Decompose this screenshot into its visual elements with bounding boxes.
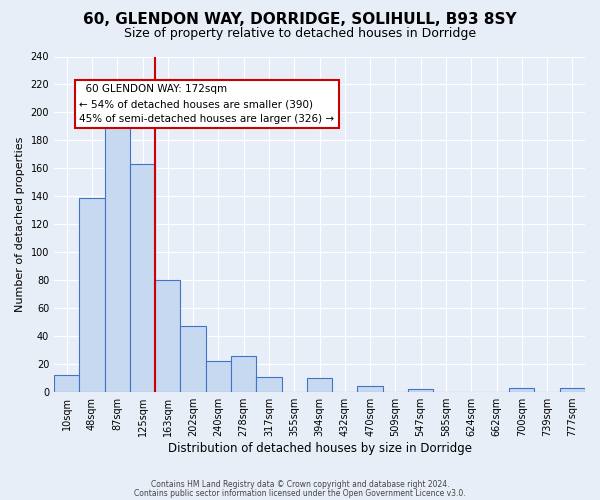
Bar xyxy=(155,280,181,392)
Bar xyxy=(307,378,332,392)
Text: 60, GLENDON WAY, DORRIDGE, SOLIHULL, B93 8SY: 60, GLENDON WAY, DORRIDGE, SOLIHULL, B93… xyxy=(83,12,517,28)
Text: 60 GLENDON WAY: 172sqm  
← 54% of detached houses are smaller (390)
45% of semi-: 60 GLENDON WAY: 172sqm ← 54% of detached… xyxy=(79,84,334,124)
Bar xyxy=(104,116,130,392)
Bar xyxy=(509,388,535,392)
Bar xyxy=(130,164,155,392)
Bar xyxy=(206,362,231,392)
Bar xyxy=(560,388,585,392)
Text: Contains HM Land Registry data © Crown copyright and database right 2024.: Contains HM Land Registry data © Crown c… xyxy=(151,480,449,489)
Text: Contains public sector information licensed under the Open Government Licence v3: Contains public sector information licen… xyxy=(134,488,466,498)
Bar xyxy=(358,386,383,392)
Bar xyxy=(231,356,256,392)
Bar xyxy=(54,376,79,392)
Text: Size of property relative to detached houses in Dorridge: Size of property relative to detached ho… xyxy=(124,28,476,40)
Bar xyxy=(181,326,206,392)
Bar xyxy=(256,376,281,392)
Bar xyxy=(79,198,104,392)
Y-axis label: Number of detached properties: Number of detached properties xyxy=(15,136,25,312)
Bar xyxy=(408,390,433,392)
X-axis label: Distribution of detached houses by size in Dorridge: Distribution of detached houses by size … xyxy=(167,442,472,455)
